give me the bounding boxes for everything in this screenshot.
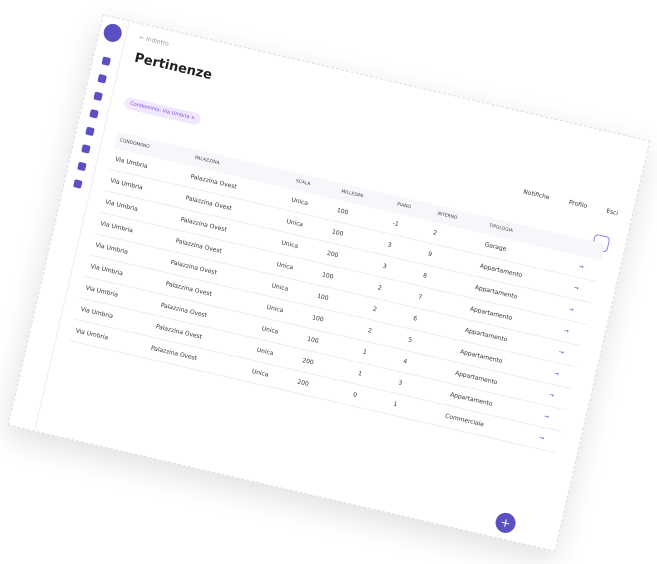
nav-icon[interactable] (77, 161, 87, 172)
nav-link[interactable]: Esci (605, 207, 619, 218)
row-arrow[interactable]: → (532, 426, 562, 454)
logo (101, 22, 124, 44)
add-button[interactable]: + (493, 510, 518, 535)
top-nav: Notifiche Profilo Esci (505, 184, 619, 217)
nav-icon[interactable] (85, 126, 95, 137)
main: ← Indietro Pertinenze Condominio: Via Um… (50, 34, 633, 538)
nav-icon[interactable] (97, 73, 107, 84)
nav-icon[interactable] (101, 56, 111, 66)
nav-link[interactable]: Profilo (568, 198, 588, 210)
nav-icon[interactable] (81, 144, 91, 154)
back-link[interactable]: ← Indietro (138, 34, 170, 48)
nav-icon[interactable] (93, 91, 103, 102)
nav-icon[interactable] (73, 179, 83, 189)
back-text[interactable]: Indietro (145, 35, 170, 48)
chip-text[interactable]: Condominio: Via Umbria (129, 100, 191, 121)
table: CONDOMINIO PALAZZINA SCALA MILLESIMI PIANO IN… (69, 131, 605, 454)
app-window: ← Indietro Pertinenze Condominio: Via Um… (7, 14, 651, 552)
nav-icon[interactable] (89, 109, 99, 119)
nav-link[interactable]: Notifiche (522, 188, 551, 202)
filter-chip[interactable]: Condominio: Via Umbria × (123, 96, 203, 126)
